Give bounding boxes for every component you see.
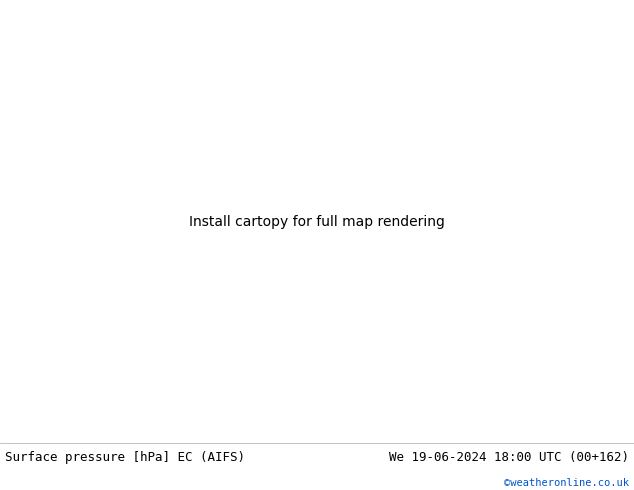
- Text: ©weatheronline.co.uk: ©weatheronline.co.uk: [504, 478, 629, 488]
- Text: We 19-06-2024 18:00 UTC (00+162): We 19-06-2024 18:00 UTC (00+162): [389, 451, 629, 464]
- Text: Surface pressure [hPa] EC (AIFS): Surface pressure [hPa] EC (AIFS): [5, 451, 245, 464]
- Text: Install cartopy for full map rendering: Install cartopy for full map rendering: [189, 215, 445, 229]
